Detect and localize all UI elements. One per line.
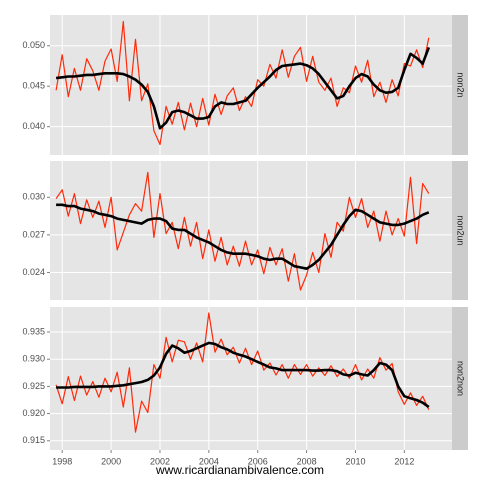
y-tick-label: 0.930	[22, 354, 45, 364]
y-tick-label: 0.027	[22, 229, 45, 239]
y-tick-label: 0.045	[22, 81, 45, 91]
facet-label: non2n	[456, 72, 466, 97]
facet-strip	[452, 15, 468, 155]
y-tick-label: 0.915	[22, 435, 45, 445]
y-tick-label: 0.935	[22, 326, 45, 336]
x-tick-label: 2008	[297, 456, 317, 466]
y-tick-label: 0.920	[22, 408, 45, 418]
y-tick-label: 0.030	[22, 192, 45, 202]
facet-label: non2non	[456, 361, 466, 396]
x-tick-label: 2002	[150, 456, 170, 466]
y-tick-label: 0.024	[22, 267, 45, 277]
smooth-line	[56, 203, 430, 270]
y-tick-label: 0.040	[22, 121, 45, 131]
x-tick-label: 2010	[345, 456, 365, 466]
panel-background	[50, 15, 452, 155]
data-line	[55, 20, 430, 146]
x-tick-label: 2012	[394, 456, 414, 466]
panel-background	[50, 161, 452, 300]
panel-background	[50, 307, 452, 450]
facet-strip	[452, 161, 468, 300]
facet-strip	[452, 307, 468, 450]
caption: www.ricardianambivalence.com	[155, 463, 324, 477]
x-tick-label: 1998	[52, 456, 72, 466]
y-tick-label: 0.925	[22, 381, 45, 391]
y-tick-label: 0.050	[22, 40, 45, 50]
facet-label: non2un	[456, 215, 466, 245]
x-tick-label: 2004	[199, 456, 219, 466]
x-tick-label: 2006	[248, 456, 268, 466]
smooth-line	[55, 46, 431, 130]
smooth-line	[56, 341, 430, 409]
x-tick-label: 2000	[101, 456, 121, 466]
